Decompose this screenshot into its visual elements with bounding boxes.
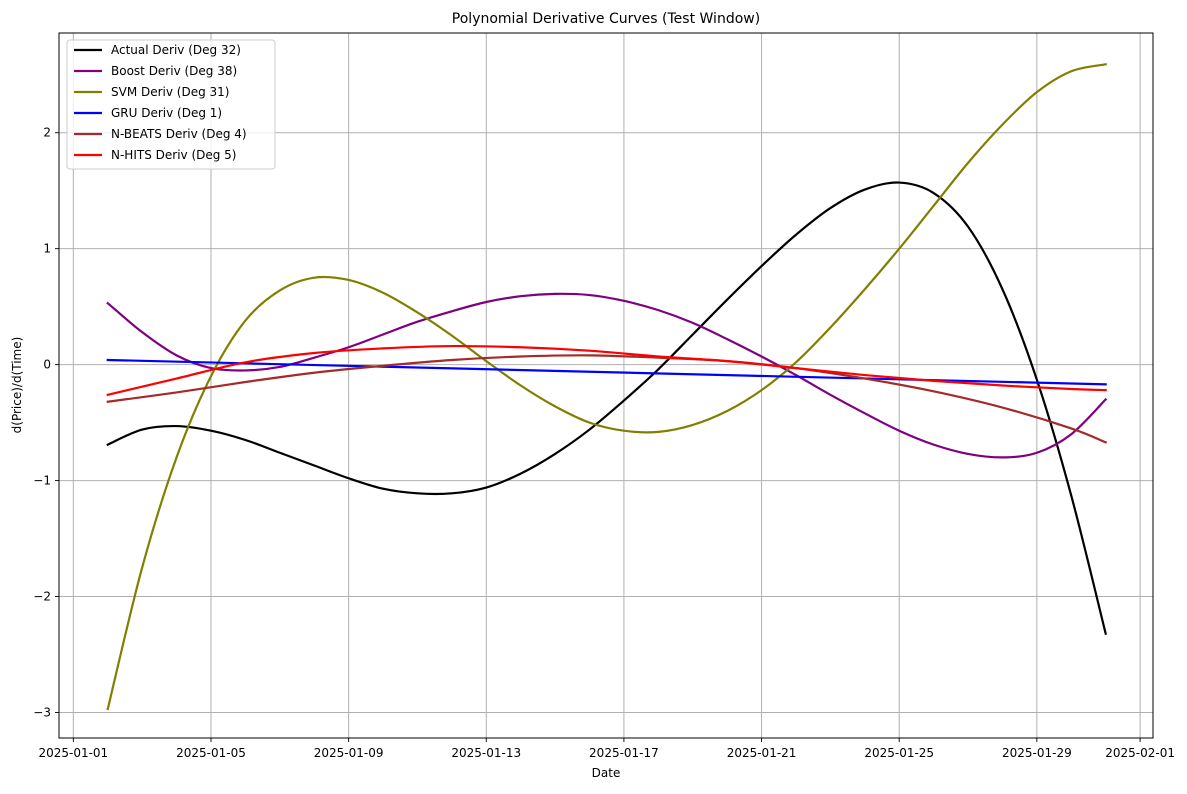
x-tick-label: 2025-02-01 <box>1105 746 1175 760</box>
series-lines <box>106 63 1108 711</box>
x-tick-label: 2025-01-25 <box>864 746 934 760</box>
y-tick-label: −2 <box>33 590 51 604</box>
x-tick-label: 2025-01-17 <box>589 746 659 760</box>
series-line-n-hits-deriv-deg-5 <box>106 344 1107 397</box>
legend-label-boost-deriv-deg-38: Boost Deriv (Deg 38) <box>111 64 237 78</box>
y-tick-label: −1 <box>33 474 51 488</box>
y-tick-label: 0 <box>43 358 51 372</box>
grid <box>59 33 1153 738</box>
y-tick-label: −3 <box>33 705 51 719</box>
legend-label-svm-deriv-deg-31: SVM Deriv (Deg 31) <box>111 85 230 99</box>
plot-area-frame <box>58 32 1154 739</box>
legend-box <box>66 39 276 170</box>
series-line-boost-deriv-deg-38 <box>106 292 1108 459</box>
legend-label-actual-deriv-deg-32: Actual Deriv (Deg 32) <box>111 43 241 57</box>
x-tick-label: 2025-01-21 <box>727 746 797 760</box>
series-line-svm-deriv-deg-31 <box>106 63 1107 711</box>
x-tick-label: 2025-01-09 <box>314 746 384 760</box>
x-tick-label: 2025-01-01 <box>38 746 108 760</box>
chart-title: Polynomial Derivative Curves (Test Windo… <box>452 11 760 27</box>
x-axis-ticks: 2025-01-01 2025-01-05 2025-01-09 2025-01-13… <box>38 738 1175 760</box>
legend-label-n-hits-deriv-deg-5: N-HITS Deriv (Deg 5) <box>111 148 237 162</box>
legend-label-n-beats-deriv-deg-4: N-BEATS Deriv (Deg 4) <box>111 127 247 141</box>
x-tick-label: 2025-01-05 <box>176 746 246 760</box>
series-line-actual-deriv-deg-32 <box>106 181 1108 635</box>
y-axis-label: d(Price)/d(Time) <box>10 337 24 434</box>
series-line-n-beats-deriv-deg-4 <box>106 354 1108 444</box>
y-tick-label: 1 <box>43 242 51 256</box>
x-tick-label: 2025-01-29 <box>1002 746 1072 760</box>
legend: Actual Deriv (Deg 32) Boost Deriv (Deg 38… <box>66 39 276 170</box>
x-tick-label: 2025-01-13 <box>451 746 521 760</box>
x-axis-label: Date <box>592 766 621 780</box>
y-tick-label: 2 <box>43 126 51 140</box>
y-axis-ticks: −3 −2 −1 0 1 2 <box>33 126 59 719</box>
legend-label-gru-deriv-deg-1: GRU Deriv (Deg 1) <box>111 106 222 120</box>
